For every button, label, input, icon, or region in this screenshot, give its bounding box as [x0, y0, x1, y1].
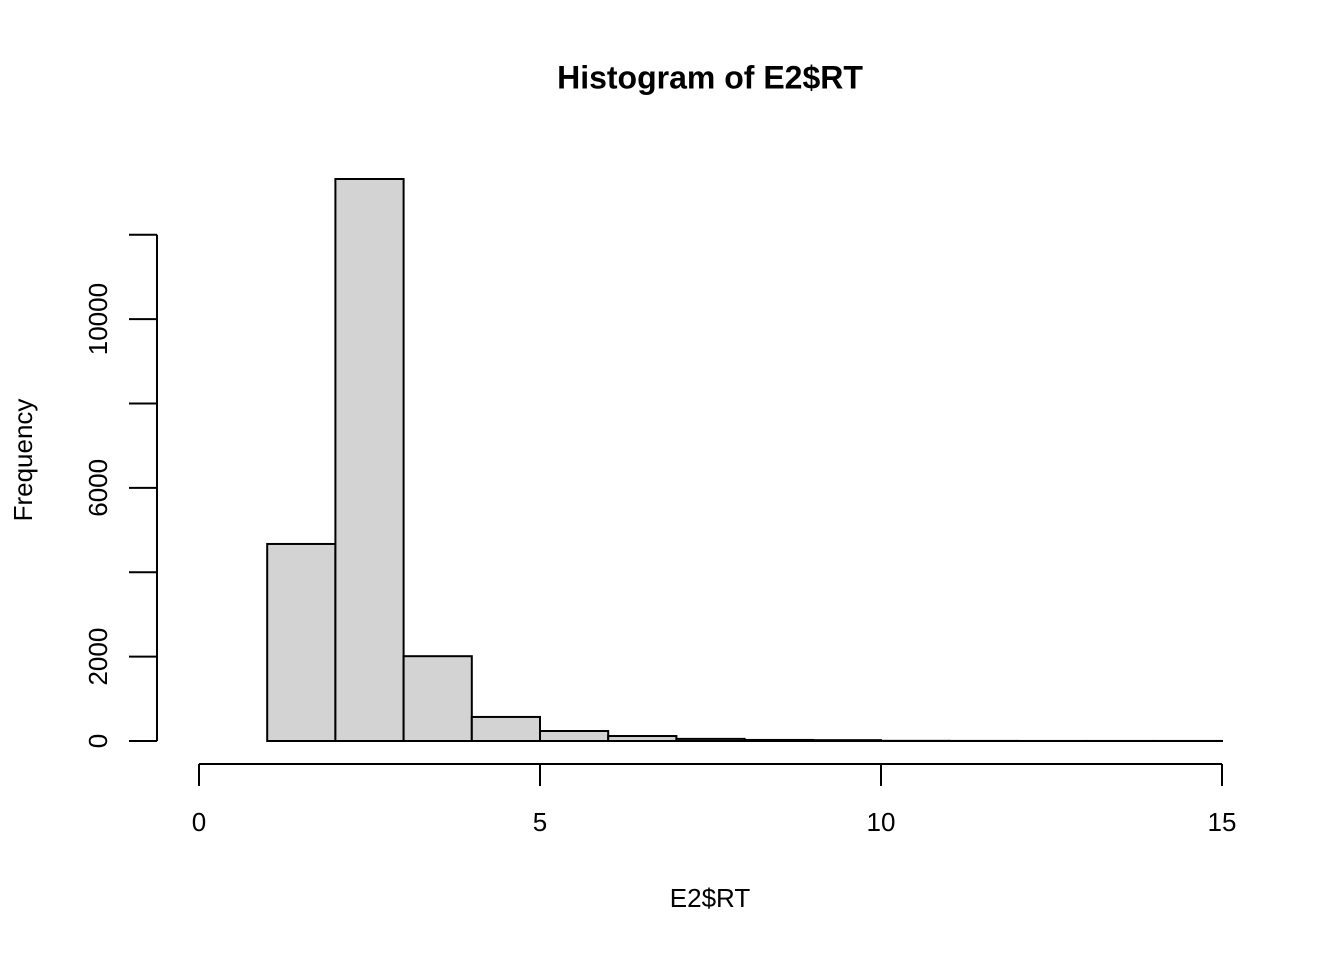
y-tick-label: 6000: [83, 459, 113, 517]
bar: [811, 739, 882, 742]
x-tick-label: 10: [867, 807, 896, 837]
bar: [470, 715, 541, 742]
y-tick-label: 2000: [83, 628, 113, 686]
bar: [675, 737, 746, 742]
x-tick-label: 15: [1208, 807, 1237, 837]
bar: [539, 730, 610, 742]
bar: [743, 738, 814, 742]
chart-title: Histogram of E2$RT: [557, 59, 863, 95]
bar: [402, 655, 473, 742]
y-axis-label: Frequency: [8, 399, 38, 522]
bar: [266, 542, 337, 742]
x-axis-label: E2$RT: [670, 883, 751, 913]
y-tick-label: 10000: [83, 283, 113, 355]
y-tick-label: 0: [83, 734, 113, 748]
bar: [334, 178, 405, 742]
x-tick-label: 5: [533, 807, 547, 837]
bar: [607, 735, 678, 742]
x-tick-label: 0: [192, 807, 206, 837]
